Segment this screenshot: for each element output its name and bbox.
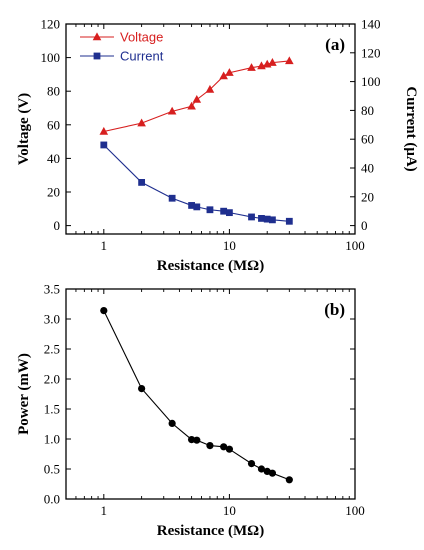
legend-voltage-label: Voltage — [120, 30, 163, 45]
panel-0-y2tick-label: 140 — [361, 17, 381, 32]
legend-current-label: Current — [120, 49, 164, 64]
panel-0-xtick-label: 10 — [223, 238, 236, 253]
series-current-point — [285, 217, 293, 225]
series-voltage-point — [137, 118, 146, 127]
series-power-point — [247, 460, 256, 468]
panel-0-y2tick-label: 120 — [361, 45, 381, 60]
series-voltage-point — [225, 68, 234, 76]
panel-0-xlabel: Resistance (MΩ) — [157, 258, 264, 274]
panel-0-y2tick-label: 100 — [361, 74, 381, 89]
series-current-point — [193, 203, 201, 211]
panel-0-y2tick-label: 80 — [361, 103, 374, 118]
panel-0-xtick-label: 1 — [101, 238, 108, 253]
panel-0-ytick-label: 60 — [47, 117, 60, 132]
series-power-point — [138, 385, 146, 393]
series-current-point — [220, 207, 228, 215]
panel-1-frame — [65, 288, 356, 500]
panel-1-ytick-label: 3.5 — [44, 282, 60, 297]
legend-voltage-marker — [92, 32, 102, 41]
series-power-point — [285, 476, 293, 484]
panel-0-y2tick-label: 0 — [361, 218, 368, 233]
panel-0-label: (a) — [325, 35, 345, 54]
panel-1-ytick-label: 3.0 — [44, 312, 60, 327]
series-current-point — [188, 202, 195, 209]
series-power-point — [220, 443, 228, 451]
series-current-point — [138, 179, 146, 186]
panel-1-label: (b) — [324, 300, 345, 319]
series-power-point — [268, 469, 277, 477]
series-power-point — [187, 436, 196, 444]
panel-1-ytick-label: 2.5 — [44, 342, 60, 357]
panel-0-ytick-label: 0 — [54, 218, 61, 233]
series-current-point — [258, 215, 265, 222]
panel-1-ylabel: Power (mW) — [16, 353, 32, 435]
series-voltage-point — [99, 126, 109, 135]
panel-0-frame — [65, 23, 356, 235]
panel-0-y2tick-label: 20 — [361, 189, 374, 204]
series-voltage-point — [192, 95, 202, 103]
panel-0-ytick-label: 100 — [41, 50, 61, 65]
panel-0-ytick-label: 80 — [47, 84, 60, 99]
panel-1-xlabel: Resistance (MΩ) — [157, 523, 264, 539]
panel-1-xtick-label: 1 — [101, 503, 108, 518]
panel-1-ytick-label: 1.0 — [44, 432, 60, 447]
series-current-point — [269, 216, 276, 224]
panel-0-xtick-label: 100 — [345, 238, 365, 253]
series-power-line — [103, 310, 290, 481]
panel-1-ytick-label: 1.5 — [44, 402, 60, 417]
series-power-point — [100, 307, 108, 315]
panel-0-y2label: Current (μA) — [403, 86, 419, 171]
series-voltage-point — [268, 58, 277, 66]
series-voltage-point — [167, 106, 177, 115]
panel-0-y2tick-label: 60 — [361, 132, 374, 147]
panel-0-ytick-label: 40 — [47, 151, 60, 166]
series-power-point — [225, 445, 234, 453]
series-current-point — [206, 206, 214, 214]
series-current-point — [168, 194, 176, 202]
series-power-point — [206, 442, 214, 450]
panel-1-ytick-label: 0.0 — [44, 492, 60, 507]
panel-0-ylabel: Voltage (V) — [16, 93, 32, 165]
panel-0-ytick-label: 20 — [47, 185, 60, 200]
series-voltage-point — [205, 84, 215, 93]
panel-0-ytick-label: 120 — [41, 17, 61, 32]
panel-1-xtick-label: 100 — [345, 503, 365, 518]
panel-1-xtick-label: 10 — [223, 503, 236, 518]
series-current-point — [263, 215, 271, 223]
series-power-point — [193, 436, 201, 444]
series-power-point — [257, 465, 266, 473]
series-voltage-point — [285, 56, 294, 65]
series-voltage-point — [247, 63, 256, 71]
series-voltage-point — [219, 71, 228, 80]
series-voltage-point — [187, 101, 196, 110]
series-current-point — [100, 141, 108, 149]
series-current-point — [248, 213, 255, 221]
legend-current-marker — [93, 52, 101, 60]
series-current-point — [226, 209, 233, 217]
panel-0-y2tick-label: 40 — [361, 161, 374, 176]
series-power-point — [168, 419, 176, 427]
panel-1-ytick-label: 0.5 — [44, 462, 60, 477]
panel-1-ytick-label: 2.0 — [44, 372, 60, 387]
